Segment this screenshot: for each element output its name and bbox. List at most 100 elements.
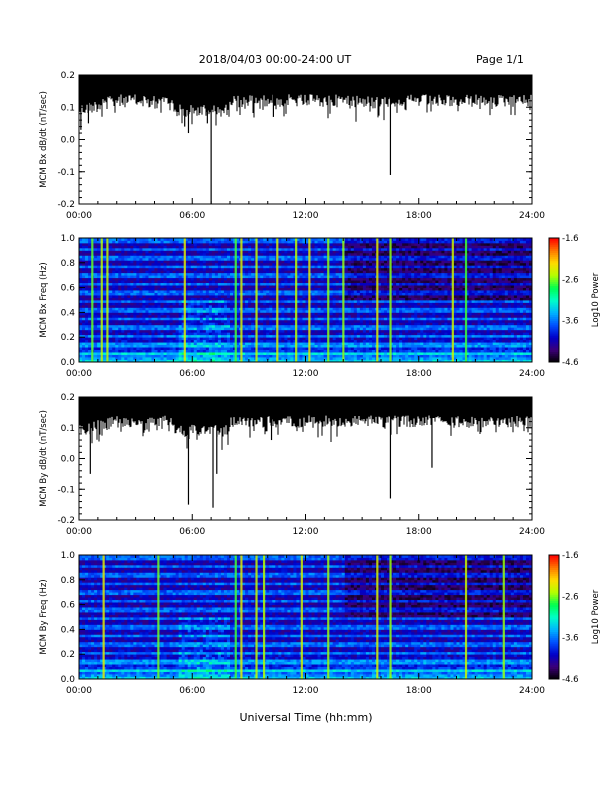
spectro-cell <box>356 342 361 346</box>
spectro-cell <box>302 295 306 298</box>
spectro-cell <box>359 304 364 308</box>
spectro-cell <box>205 324 210 328</box>
spectro-cell <box>371 327 376 331</box>
spectro-cell <box>94 265 98 269</box>
spectro-cell <box>320 344 325 348</box>
spectro-cell <box>245 339 249 343</box>
spectro-cell <box>169 352 174 355</box>
spectro-cell <box>332 297 337 301</box>
spectro-cell <box>223 327 228 331</box>
spectro-cell <box>79 262 83 266</box>
spectro-cell <box>172 265 177 269</box>
spectro-cell <box>166 317 170 321</box>
spectro-cell <box>236 317 240 321</box>
spectro-cell <box>139 349 143 353</box>
spectro-cell <box>187 342 192 346</box>
spectro-cell <box>242 270 246 274</box>
spectro-cell <box>230 309 234 313</box>
spectro-cell <box>320 324 325 328</box>
spectro-cell <box>160 297 164 301</box>
spectro-cell <box>85 257 89 261</box>
spectro-cell <box>88 342 92 346</box>
spectro-cell <box>157 359 161 363</box>
spectro-cell <box>335 297 340 301</box>
spectro-cell <box>154 280 158 284</box>
spectro-cell <box>356 349 361 353</box>
spectro-cell <box>202 265 207 269</box>
spectro-cell <box>287 238 291 241</box>
spectro-cell <box>163 240 167 244</box>
spectro-cell <box>148 245 152 249</box>
spectro-cell <box>353 250 358 254</box>
spectro-cell <box>151 359 155 363</box>
spectro-cell <box>196 255 201 259</box>
spectro-cell <box>148 285 152 288</box>
spectro-cell <box>142 314 146 318</box>
spectro-cell <box>242 255 246 259</box>
spectro-cell <box>329 312 334 316</box>
spectro-cell <box>220 297 225 301</box>
spectro-cell <box>335 280 340 284</box>
spectro-cell <box>202 260 207 264</box>
spectro-cell <box>362 329 367 333</box>
spectro-cell <box>356 242 361 246</box>
spectro-cell <box>184 290 189 293</box>
spectro-cell <box>263 352 267 355</box>
spectro-cell <box>145 290 149 293</box>
spectro-cell <box>236 359 240 363</box>
spectro-cell <box>112 304 116 308</box>
spectro-cell <box>248 329 252 333</box>
spectro-cell <box>368 290 373 293</box>
spectro-cell <box>269 240 273 244</box>
spectro-cell <box>347 250 352 254</box>
spectro-cell <box>287 300 291 303</box>
spectro-cell <box>220 255 225 259</box>
spectro-cell <box>302 292 306 296</box>
spectro-cell <box>311 339 315 343</box>
spectro-cell <box>281 247 285 251</box>
spectro-cell <box>278 277 282 281</box>
spectro-cell <box>103 257 107 261</box>
spectro-cell <box>314 314 318 318</box>
spectro-cell <box>356 247 361 251</box>
spectro-cell <box>196 302 201 306</box>
spectro-cell <box>88 252 92 256</box>
spectro-cell <box>82 290 86 293</box>
spectro-cell <box>82 240 86 244</box>
spectro-cell <box>251 337 255 341</box>
spectro-cell <box>103 334 107 338</box>
spectro-cell <box>88 317 92 321</box>
spectro-cell <box>311 334 315 338</box>
spectro-cell <box>133 307 137 311</box>
spectro-cell <box>248 344 252 348</box>
spectro-cell <box>226 280 231 284</box>
spectro-cell <box>175 267 180 271</box>
spectro-cell <box>245 332 249 336</box>
spectro-cell <box>257 302 261 306</box>
spectro-cell <box>311 275 315 279</box>
spectro-cell <box>353 275 358 279</box>
spectro-cell <box>223 260 228 264</box>
spectro-cell <box>356 260 361 264</box>
spectro-cell <box>305 354 309 358</box>
spectro-cell <box>133 290 137 293</box>
spectro-cell <box>248 247 252 251</box>
spectro-cell <box>118 282 122 286</box>
spectro-cell <box>142 312 146 316</box>
spectro-cell <box>154 307 158 311</box>
spectro-cell <box>260 290 264 293</box>
spectro-cell <box>338 300 343 303</box>
spectro-cell <box>251 238 255 241</box>
spectro-cell <box>208 327 213 331</box>
spectro-cell <box>115 332 119 336</box>
spectro-cell <box>151 349 155 353</box>
spectro-cell <box>329 245 334 249</box>
spectro-cell <box>305 309 309 313</box>
spectro-cell <box>148 307 152 311</box>
spectro-cell <box>154 272 158 276</box>
spectro-cell <box>317 297 321 301</box>
spectro-cell <box>281 265 285 269</box>
spectro-cell <box>317 295 321 298</box>
spectro-cell <box>251 270 255 274</box>
spectro-cell <box>359 247 364 251</box>
